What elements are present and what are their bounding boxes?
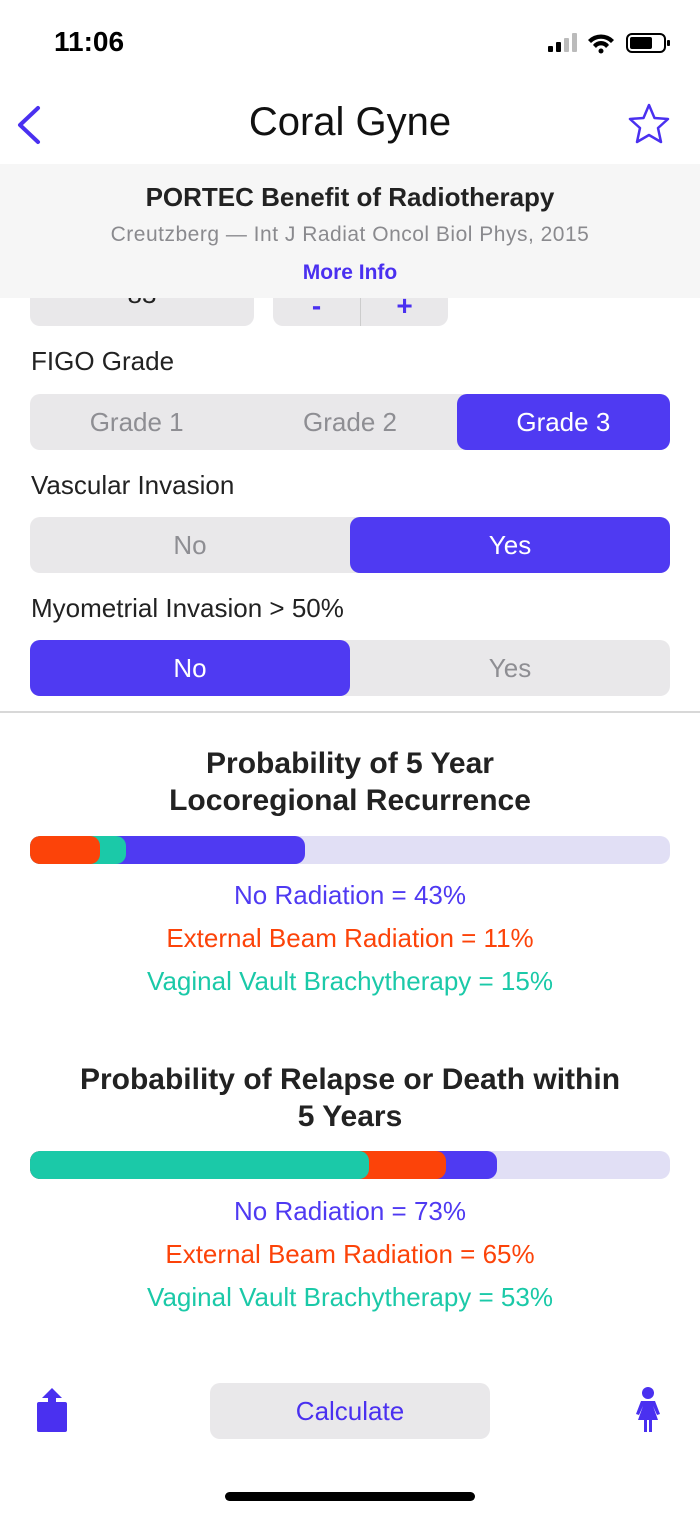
result-2-title: Probability of Relapse or Death within 5 … (0, 1061, 700, 1135)
more-info-link[interactable]: More Info (302, 261, 398, 284)
wifi-icon (588, 34, 614, 54)
title-line: 5 Years (297, 1100, 403, 1133)
myometrial-yes-option[interactable]: Yes (488, 652, 532, 683)
calculate-button[interactable]: Calculate (210, 1383, 490, 1439)
vascular-no-option[interactable]: No (173, 529, 207, 560)
share-icon[interactable] (34, 1386, 70, 1434)
title-line: Probability of 5 Year (206, 747, 494, 780)
battery-icon (626, 33, 670, 53)
result-1-title: Probability of 5 Year Locoregional Recurr… (0, 745, 700, 819)
result-2-no-radiation: No Radiation = 73% (234, 1196, 466, 1226)
favorite-star-icon[interactable] (627, 102, 671, 146)
result-1-no-radiation: No Radiation = 43% (234, 880, 466, 910)
calculator-header: PORTEC Benefit of Radiotherapy Creutzber… (0, 164, 700, 298)
figo-grade-label: FIGO Grade (31, 346, 175, 376)
calculator-citation: Creutzberg — Int J Radiat Oncol Biol Phy… (110, 223, 590, 246)
vascular-yes-option[interactable]: Yes (350, 517, 670, 573)
home-indicator (225, 1492, 475, 1501)
vascular-invasion-control[interactable]: No Yes (30, 517, 670, 573)
grade-2-option[interactable]: Grade 2 (303, 406, 397, 437)
status-time: 11:06 (54, 26, 125, 57)
divider (0, 711, 700, 713)
signal-icon (548, 33, 577, 52)
result-2-bar (30, 1151, 670, 1179)
bar-segment-external-beam (30, 836, 101, 864)
result-1-brachytherapy: Vaginal Vault Brachytherapy = 15% (147, 966, 553, 996)
back-chevron-icon[interactable] (14, 104, 44, 146)
result-2-external-beam: External Beam Radiation = 65% (165, 1239, 535, 1269)
grade-1-option[interactable]: Grade 1 (89, 406, 184, 437)
status-icons (548, 33, 670, 54)
calculator-title: PORTEC Benefit of Radiotherapy (145, 182, 555, 212)
title-line: Probability of Relapse or Death within (79, 1063, 621, 1096)
result-1-external-beam: External Beam Radiation = 11% (166, 923, 534, 953)
nav-title: Coral Gyne (248, 100, 452, 144)
myometrial-no-option[interactable]: No (30, 640, 350, 696)
patient-female-icon[interactable] (632, 1386, 664, 1434)
figo-grade-control[interactable]: Grade 1 Grade 2 Grade 3 (30, 394, 670, 450)
bar-segment-brachy (30, 1151, 370, 1179)
grade-3-option[interactable]: Grade 3 (456, 394, 670, 450)
myometrial-invasion-control[interactable]: No Yes (30, 640, 670, 696)
myometrial-invasion-label: Myometrial Invasion > 50% (31, 593, 344, 623)
result-1-bar (30, 836, 670, 864)
decrement-button[interactable]: - (273, 270, 361, 326)
result-2-brachytherapy: Vaginal Vault Brachytherapy = 53% (147, 1282, 553, 1312)
title-line: Locoregional Recurrence (169, 784, 531, 817)
vascular-invasion-label: Vascular Invasion (31, 470, 235, 500)
